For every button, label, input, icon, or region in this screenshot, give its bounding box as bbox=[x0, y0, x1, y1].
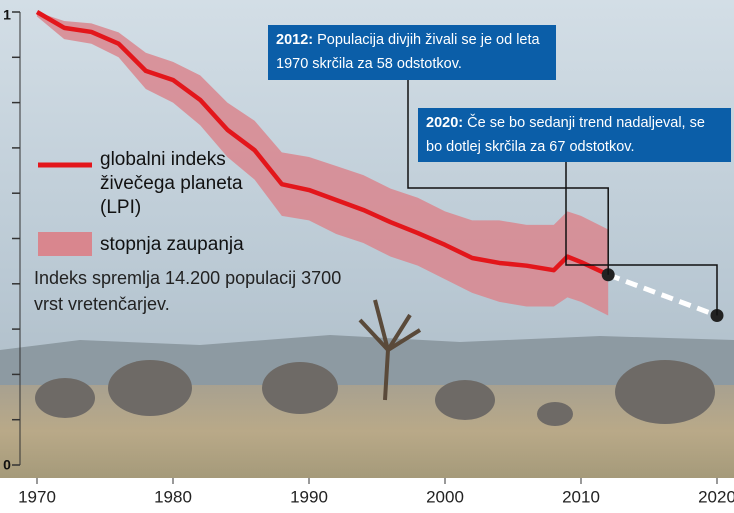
legend-label: globalni indeks živečega planeta (LPI) bbox=[100, 148, 270, 220]
chart: 1970 1980 1990 2000 2010 2020 0 1 2012: Populac… bbox=[0, 0, 734, 513]
legend-label: stopnja zaupanja bbox=[100, 234, 244, 255]
x-tick-label: 1970 bbox=[18, 487, 56, 506]
annotation-box: 2012: Populacija divjih živali se je od … bbox=[268, 25, 556, 80]
annotation-label: 2012: bbox=[276, 32, 313, 48]
axis-strip bbox=[0, 478, 734, 513]
annotation: 2020: Če se bo sedanji trend nadaljeval,… bbox=[418, 108, 731, 162]
elephant bbox=[537, 402, 573, 426]
y-tick-label: 1 bbox=[3, 7, 11, 23]
annotation-text: Populacija divjih živali se je od leta 1… bbox=[276, 32, 540, 72]
elephant bbox=[35, 378, 95, 418]
y-tick-label: 0 bbox=[3, 457, 11, 473]
note-text: Indeks spremlja 14.200 populacij 3700 vr… bbox=[34, 265, 374, 317]
legend-entry: globalni indeks živečega planeta (LPI) bbox=[100, 148, 270, 228]
annotation: 2012: Populacija divjih živali se je od … bbox=[268, 25, 556, 80]
x-tick-label: 1990 bbox=[290, 487, 328, 506]
elephant bbox=[435, 380, 495, 420]
elephant bbox=[615, 360, 715, 424]
annotation-label: 2020: bbox=[426, 115, 463, 131]
x-tick-label: 2000 bbox=[426, 487, 464, 506]
annotation-text: Če se bo sedanji trend nadaljeval, se bo… bbox=[426, 115, 705, 155]
elephant bbox=[108, 360, 192, 416]
legend-band bbox=[38, 232, 92, 256]
elephant bbox=[262, 362, 338, 414]
annotation-box: 2020: Če se bo sedanji trend nadaljeval,… bbox=[418, 108, 731, 162]
note: Indeks spremlja 14.200 populacij 3700 vr… bbox=[34, 265, 374, 325]
x-tick-label: 2020 bbox=[698, 487, 734, 506]
x-tick-label: 1980 bbox=[154, 487, 192, 506]
x-tick-label: 2010 bbox=[562, 487, 600, 506]
